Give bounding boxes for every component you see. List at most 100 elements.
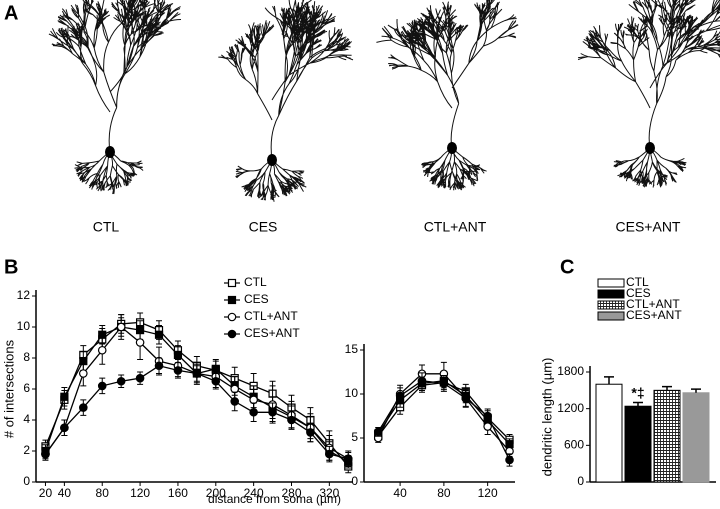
series-line	[44, 321, 349, 467]
neuron-label: CTL+ANT	[424, 219, 487, 235]
annotation: *‡	[631, 384, 644, 400]
marker	[230, 397, 240, 406]
x-tick-label: 200	[206, 486, 226, 500]
marker	[79, 369, 88, 378]
y-tick-label: 0	[23, 474, 30, 488]
error-bar	[691, 388, 701, 393]
series-line	[44, 326, 349, 463]
x-tick-label: 320	[319, 486, 339, 500]
marker	[505, 455, 514, 465]
marker	[268, 407, 277, 417]
neuron-dendrites	[577, 0, 720, 188]
y-tick-label: 1200	[557, 401, 584, 415]
x-axis-label: distance from soma (µm)	[208, 492, 341, 506]
legend-swatch	[597, 278, 625, 288]
y-tick-label: 6	[23, 381, 30, 395]
series-line	[44, 326, 349, 460]
marker	[249, 407, 258, 417]
neuron-soma	[105, 146, 115, 158]
error-bar	[633, 401, 643, 407]
marker	[135, 373, 145, 383]
legend-label: CTL+ANT	[626, 297, 680, 311]
panel-letter: B	[4, 256, 18, 278]
bar	[624, 405, 652, 483]
x-tick-label: 120	[478, 486, 498, 500]
y-tick-label: 10	[17, 319, 31, 333]
neuron-soma	[267, 154, 277, 166]
marker	[439, 379, 449, 388]
legend-marker	[227, 329, 237, 339]
marker	[97, 381, 107, 391]
marker	[325, 449, 334, 459]
legend-swatch	[597, 289, 625, 299]
marker	[192, 369, 202, 378]
panel-letter: A	[4, 2, 18, 24]
neuron-soma	[447, 142, 457, 154]
x-tick-label: 80	[437, 486, 451, 500]
x-tick-label: 80	[96, 486, 110, 500]
marker	[211, 376, 221, 386]
legend-label: CES	[244, 292, 269, 306]
marker	[306, 428, 315, 437]
marker	[60, 392, 69, 401]
y-tick-label: 12	[17, 288, 31, 302]
marker	[79, 403, 88, 412]
marker	[97, 345, 107, 355]
y-tick-label: 4	[23, 412, 30, 426]
y-axis-label: # of intersections	[1, 339, 16, 438]
marker	[483, 422, 492, 431]
legend-label: CTL+ANT	[244, 309, 298, 323]
legend-marker	[227, 295, 237, 305]
legend-marker	[227, 278, 237, 288]
y-tick-label: 5	[351, 430, 358, 444]
neuron-label: CES	[249, 219, 278, 235]
y-tick-label: 2	[23, 443, 30, 457]
legend-label: CES+ANT	[244, 326, 300, 340]
marker	[60, 423, 69, 433]
neuron-label: CTL	[93, 219, 120, 235]
neuron-drawings	[48, 0, 720, 202]
x-tick-label: 40	[58, 486, 72, 500]
bar	[653, 389, 681, 483]
marker	[395, 391, 405, 401]
marker	[373, 427, 383, 437]
y-tick-label: 600	[564, 438, 584, 452]
legend-label: CES	[626, 286, 651, 300]
marker	[116, 376, 126, 386]
bar	[682, 392, 710, 483]
x-tick-label: 120	[130, 486, 150, 500]
x-tick-label: 160	[168, 486, 188, 500]
y-tick-label: 0	[577, 474, 584, 488]
x-tick-label: 20	[39, 486, 53, 500]
marker	[116, 322, 126, 332]
marker	[417, 376, 427, 386]
legend-label: CTL	[626, 275, 649, 289]
panel-letter: C	[560, 256, 574, 278]
y-axis-label: dendritic length (µm)	[539, 358, 554, 477]
marker	[135, 338, 145, 347]
y-tick-label: 0	[351, 474, 358, 488]
error-bar	[604, 376, 614, 385]
marker	[154, 361, 164, 371]
marker	[173, 366, 183, 375]
neuron-label: CES+ANT	[616, 219, 681, 235]
x-tick-label: 280	[281, 486, 301, 500]
marker	[41, 449, 50, 459]
neuron-dendrites	[218, 0, 354, 202]
neuron-soma	[645, 142, 655, 154]
legend-swatch	[597, 311, 625, 321]
y-tick-label: 15	[345, 342, 359, 356]
neuron-dendrites	[376, 0, 519, 191]
legend-marker	[227, 312, 237, 322]
marker	[230, 384, 240, 394]
marker	[483, 411, 492, 421]
bar	[595, 383, 623, 483]
marker	[343, 454, 353, 464]
marker	[154, 330, 164, 339]
neuron-dendrites	[48, 0, 182, 195]
y-tick-label: 10	[345, 386, 359, 400]
legend-swatch	[597, 300, 625, 310]
y-tick-label: 8	[23, 350, 30, 364]
x-tick-label: 40	[393, 486, 407, 500]
